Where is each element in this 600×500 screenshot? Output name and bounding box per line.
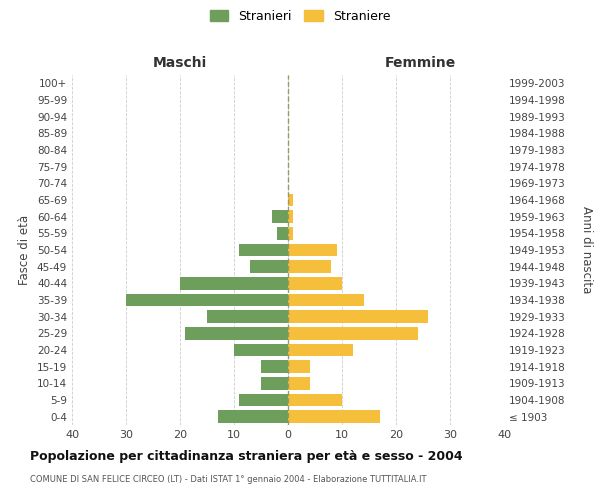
Bar <box>239 394 288 406</box>
Bar <box>288 194 293 206</box>
Bar <box>277 227 288 239</box>
Bar <box>288 410 380 423</box>
Bar <box>288 377 310 390</box>
Bar <box>261 377 288 390</box>
Bar <box>288 360 310 373</box>
Bar <box>288 310 428 323</box>
Bar <box>239 244 288 256</box>
Legend: Stranieri, Straniere: Stranieri, Straniere <box>206 6 394 26</box>
Y-axis label: Fasce di età: Fasce di età <box>19 215 31 285</box>
Text: COMUNE DI SAN FELICE CIRCEO (LT) - Dati ISTAT 1° gennaio 2004 - Elaborazione TUT: COMUNE DI SAN FELICE CIRCEO (LT) - Dati … <box>30 475 427 484</box>
Bar <box>288 210 293 223</box>
Bar <box>288 277 342 289</box>
Bar <box>185 327 288 340</box>
Bar <box>288 344 353 356</box>
Text: Popolazione per cittadinanza straniera per età e sesso - 2004: Popolazione per cittadinanza straniera p… <box>30 450 463 463</box>
Bar <box>288 394 342 406</box>
Bar <box>126 294 288 306</box>
Text: Maschi: Maschi <box>153 56 207 70</box>
Bar <box>180 277 288 289</box>
Bar <box>288 244 337 256</box>
Bar <box>234 344 288 356</box>
Bar <box>288 260 331 273</box>
Bar <box>288 327 418 340</box>
Bar <box>250 260 288 273</box>
Bar <box>218 410 288 423</box>
Bar <box>272 210 288 223</box>
Bar <box>207 310 288 323</box>
Bar <box>288 227 293 239</box>
Y-axis label: Anni di nascita: Anni di nascita <box>580 206 593 294</box>
Text: Femmine: Femmine <box>385 56 455 70</box>
Bar <box>261 360 288 373</box>
Bar <box>288 294 364 306</box>
